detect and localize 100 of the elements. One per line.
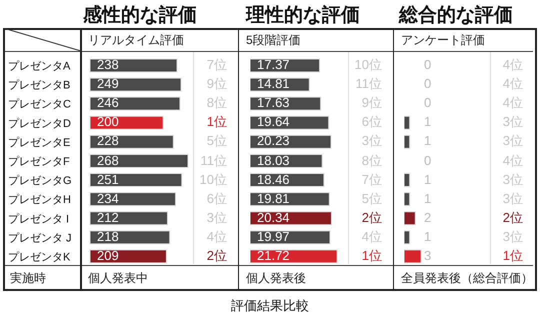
text: 3位 — [502, 190, 523, 207]
text: 3位 — [502, 133, 523, 150]
text: 3位 — [360, 133, 382, 150]
bar — [90, 58, 178, 72]
text: 10位 — [354, 57, 382, 74]
y-tick-label: プレゼンタA — [8, 59, 71, 72]
chart-subtitle: 5段階評価 — [246, 32, 301, 49]
data-label: 1 — [424, 172, 432, 188]
text: 11位 — [354, 76, 382, 92]
data-label: 17.63 — [257, 95, 290, 112]
text: 1位 — [502, 248, 523, 264]
data-label: 19.81 — [257, 190, 290, 207]
y-tick-label: プレゼンタ J — [8, 230, 72, 244]
data-label: 246 — [97, 95, 119, 112]
y-tick-label: プレゼンタG — [8, 174, 72, 187]
y-tick-label: プレゼンタF — [8, 154, 70, 168]
data-label: 2 — [424, 210, 432, 226]
text: 5位 — [206, 133, 227, 150]
data-label: 234 — [97, 190, 119, 207]
data-label: 218 — [97, 228, 119, 245]
data-label: 19.64 — [257, 114, 290, 130]
text: 5位 — [360, 190, 382, 207]
chart-title: 総合的な評価 — [398, 4, 514, 28]
text: 全員発表後（総合評価） — [401, 270, 533, 287]
data-label: 20.23 — [257, 133, 290, 150]
chart-subtitle: リアルタイム評価 — [88, 32, 184, 49]
y-tick-label: プレゼンタB — [8, 78, 70, 92]
text: 4位 — [502, 95, 523, 112]
bar — [90, 115, 164, 130]
data-label: 0 — [424, 76, 432, 92]
text: 評価結果比較 — [230, 297, 310, 315]
y-tick-label: プレゼンタC — [8, 97, 71, 110]
text: 3位 — [502, 228, 523, 245]
text: 3位 — [502, 172, 523, 188]
text: 実施時 — [10, 270, 46, 287]
bar — [90, 230, 170, 244]
data-label: 18.03 — [257, 152, 290, 168]
bar — [90, 77, 182, 92]
data-label: 268 — [97, 152, 119, 168]
text: 6位 — [360, 114, 382, 130]
data-label: 200 — [97, 114, 119, 130]
text: 4位 — [502, 76, 523, 92]
data-label: 19.97 — [257, 228, 290, 245]
text: 4位 — [502, 57, 523, 74]
data-label: 0 — [424, 95, 432, 112]
text: 2位 — [502, 210, 523, 226]
text: 3位 — [206, 210, 227, 226]
text: 4位 — [502, 152, 523, 168]
data-label: 1 — [424, 228, 432, 245]
text: 8位 — [206, 95, 227, 112]
bar — [90, 172, 182, 187]
bar — [250, 248, 338, 263]
data-label: 1 — [424, 114, 432, 130]
bar — [90, 96, 180, 110]
text: 2位 — [360, 210, 382, 226]
chart-subtitle: アンケート評価 — [401, 32, 485, 49]
data-label: 1 — [424, 133, 432, 150]
data-label: 0 — [424, 57, 432, 74]
data-label: 249 — [97, 76, 119, 92]
data-label: 238 — [97, 57, 119, 74]
text: 1位 — [206, 114, 227, 130]
data-label: 3 — [424, 248, 432, 264]
bar — [90, 210, 168, 225]
y-tick-label: プレゼンタD — [8, 116, 71, 130]
chart-title: 感性的な評価 — [82, 4, 198, 28]
data-label: 209 — [97, 248, 119, 264]
text: 11位 — [200, 152, 227, 168]
text: 9位 — [206, 76, 227, 92]
chart-title: 理性的な評価 — [244, 4, 361, 28]
text: 7位 — [206, 57, 227, 74]
data-label: 14.81 — [257, 76, 290, 92]
bar — [90, 134, 174, 148]
y-tick-label: プレゼンタH — [8, 192, 71, 206]
data-label: 18.46 — [257, 172, 290, 188]
bar — [250, 58, 320, 72]
text: 個人発表後 — [246, 270, 306, 287]
text: 10位 — [198, 172, 227, 188]
text: 4位 — [206, 228, 227, 245]
text: 4位 — [360, 228, 382, 245]
data-label: 251 — [97, 172, 119, 188]
bar — [90, 248, 167, 263]
bar — [90, 192, 176, 206]
data-label: 21.72 — [257, 248, 290, 264]
text: 2位 — [206, 248, 227, 264]
text: 9位 — [360, 95, 382, 112]
bar — [90, 153, 188, 168]
y-tick-label: プレゼンタE — [8, 135, 70, 148]
text: 8位 — [360, 152, 382, 168]
text: 個人発表中 — [88, 270, 148, 287]
y-tick-label: プレゼンタ I — [8, 212, 70, 225]
data-label: 228 — [97, 133, 119, 150]
text: 1位 — [360, 248, 382, 264]
data-label: 17.37 — [257, 57, 290, 74]
text: 6位 — [206, 190, 227, 207]
text: 7位 — [360, 172, 382, 188]
data-label: 1 — [424, 190, 432, 207]
text: 3位 — [502, 114, 523, 130]
data-label: 0 — [424, 152, 432, 168]
y-tick-label: プレゼンタK — [8, 250, 71, 263]
data-label: 20.34 — [257, 210, 290, 226]
